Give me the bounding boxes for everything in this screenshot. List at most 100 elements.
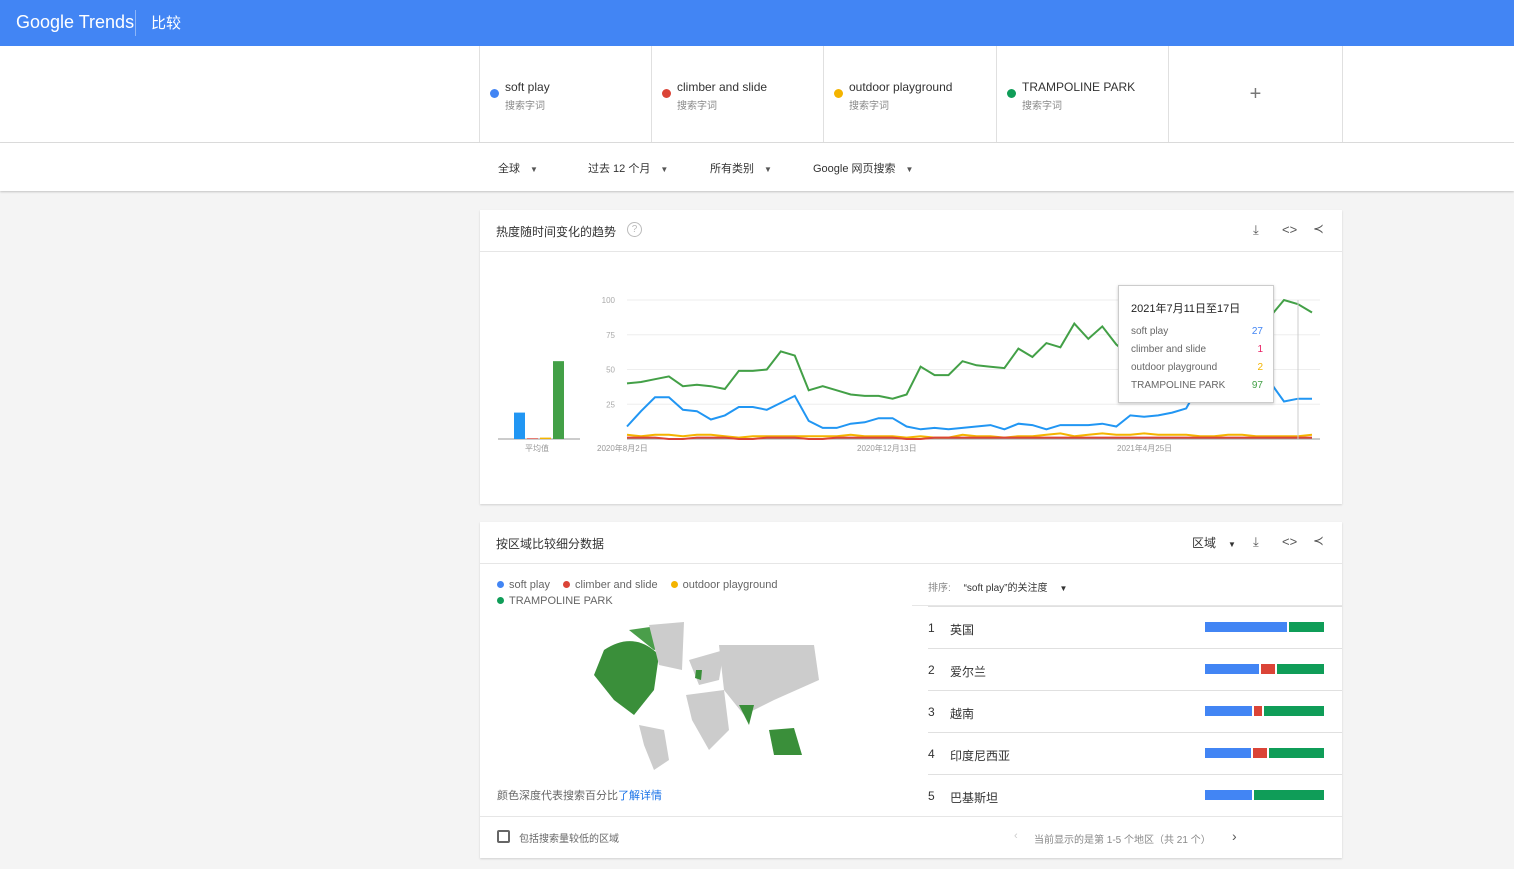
region-name: 英国 bbox=[950, 623, 975, 637]
term-type: 搜索字词 bbox=[505, 101, 545, 112]
color-dot-icon bbox=[490, 89, 499, 98]
world-map[interactable] bbox=[574, 620, 824, 770]
tooltip-term: climber and slide bbox=[1131, 344, 1207, 355]
legend-item: outdoor playground bbox=[682, 579, 778, 591]
term-soft-play[interactable]: soft play 搜索字词 bbox=[479, 46, 651, 142]
trend-card: 热度随时间变化的趋势 ? ⤓ <> ≺ 100 75 50 25 2020年8月2日 20… bbox=[480, 210, 1342, 504]
low-volume-checkbox[interactable] bbox=[497, 830, 510, 843]
legend-item: TRAMPOLINE PARK bbox=[509, 595, 613, 607]
y-tick-label: 100 bbox=[602, 296, 616, 305]
y-tick-label: 50 bbox=[606, 366, 615, 375]
sort-value: “soft play”的关注度 bbox=[963, 583, 1048, 594]
note-text: 颜色深度代表搜索百分比 bbox=[497, 790, 618, 802]
share-icon[interactable]: ≺ bbox=[1313, 533, 1324, 548]
y-tick-label: 75 bbox=[606, 331, 615, 340]
share-segment bbox=[1288, 622, 1324, 632]
share-bar bbox=[1205, 790, 1324, 800]
next-page-icon[interactable]: › bbox=[1232, 828, 1237, 844]
tooltip-value: 27 bbox=[1251, 326, 1263, 337]
rank: 5 bbox=[928, 789, 935, 803]
term-trampoline-park[interactable]: TRAMPOLINE PARK 搜索字词 bbox=[996, 46, 1168, 142]
share-segment bbox=[1205, 790, 1252, 800]
share-bar bbox=[1205, 664, 1324, 674]
region-row[interactable]: 1 英国 bbox=[928, 606, 1342, 648]
tooltip-row: climber and slide 1 bbox=[1131, 344, 1263, 355]
tooltip-term: soft play bbox=[1131, 326, 1169, 337]
region-row[interactable]: 3 越南 bbox=[928, 690, 1342, 732]
term-type: 搜索字词 bbox=[677, 101, 717, 112]
filter-label: 所有类别 bbox=[710, 163, 754, 175]
region-name: 爱尔兰 bbox=[950, 665, 987, 679]
dropdown-label: 区域 bbox=[1192, 536, 1217, 550]
region-name: 巴基斯坦 bbox=[950, 791, 999, 805]
google-trends-logo[interactable]: Google Trends bbox=[16, 12, 135, 32]
term-outdoor-playground[interactable]: outdoor playground 搜索字词 bbox=[823, 46, 995, 142]
prev-page-icon[interactable]: ‹ bbox=[1014, 830, 1018, 842]
region-row[interactable]: 2 爱尔兰 bbox=[928, 648, 1342, 690]
region-row[interactable]: 5 巴基斯坦 bbox=[928, 774, 1342, 816]
sort-dropdown[interactable]: 排序: “soft play”的关注度 ▼ bbox=[928, 579, 1067, 594]
dropdown-arrow-icon: ▼ bbox=[1059, 584, 1068, 593]
x-tick-label: 2020年12月13日 bbox=[857, 443, 917, 453]
map-note: 颜色深度代表搜索百分比了解详情 bbox=[497, 787, 662, 803]
download-icon[interactable]: ⤓ bbox=[1253, 534, 1259, 549]
share-segment bbox=[1205, 664, 1260, 674]
series-line bbox=[626, 432, 1313, 439]
average-bar bbox=[514, 412, 525, 439]
rank: 2 bbox=[928, 663, 935, 677]
color-dot-icon bbox=[497, 581, 504, 588]
dropdown-arrow-icon: ▼ bbox=[660, 165, 669, 174]
color-dot-icon bbox=[662, 89, 671, 98]
share-segment bbox=[1253, 790, 1324, 800]
filter-label: 全球 bbox=[498, 163, 520, 175]
average-bar bbox=[527, 438, 538, 439]
dropdown-arrow-icon: ▼ bbox=[530, 165, 538, 174]
map-legend: soft play climber and slide outdoor play… bbox=[497, 579, 777, 607]
dropdown-arrow-icon: ▼ bbox=[1228, 540, 1236, 549]
share-segment bbox=[1268, 748, 1324, 758]
region-name: 印度尼西亚 bbox=[950, 749, 1011, 763]
region-filter[interactable]: 全球 ▼ bbox=[498, 160, 538, 176]
share-segment bbox=[1205, 622, 1287, 632]
help-icon[interactable]: ? bbox=[627, 222, 642, 237]
dropdown-arrow-icon: ▼ bbox=[905, 165, 914, 174]
region-name: 越南 bbox=[950, 707, 975, 721]
x-tick-label: 2021年4月25日 bbox=[1117, 443, 1172, 453]
share-segment bbox=[1205, 706, 1253, 716]
term-name: climber and slide bbox=[677, 80, 768, 94]
average-bar bbox=[553, 361, 564, 439]
card-title: 热度随时间变化的趋势 bbox=[496, 225, 617, 239]
color-dot-icon bbox=[563, 581, 571, 588]
region-card: 按区域比较细分数据 区域 ▼ ⤓ <> ≺ soft play climber a… bbox=[480, 522, 1342, 858]
share-bar bbox=[1205, 706, 1324, 716]
download-icon[interactable]: ⤓ bbox=[1253, 222, 1259, 237]
filter-label: Google 网页搜索 bbox=[813, 163, 896, 175]
share-segment bbox=[1254, 706, 1263, 716]
tooltip-term: outdoor playground bbox=[1131, 362, 1218, 373]
page-title: 比较 bbox=[151, 15, 182, 32]
share-segment bbox=[1261, 664, 1275, 674]
term-type: 搜索字词 bbox=[849, 101, 889, 112]
checkbox-label: 包括搜索量较低的区域 bbox=[519, 834, 619, 845]
tooltip-value: 2 bbox=[1257, 362, 1263, 373]
divider bbox=[135, 10, 136, 36]
time-filter[interactable]: 过去 12 个月 ▼ bbox=[588, 160, 668, 176]
region-row[interactable]: 4 印度尼西亚 bbox=[928, 732, 1342, 774]
tooltip-value: 97 bbox=[1251, 380, 1263, 391]
embed-icon[interactable]: <> bbox=[1282, 222, 1298, 237]
sort-label: 排序: bbox=[928, 583, 951, 594]
embed-icon[interactable]: <> bbox=[1282, 534, 1298, 549]
rank: 1 bbox=[928, 621, 935, 635]
term-name: soft play bbox=[505, 80, 550, 94]
region-level-dropdown[interactable]: 区域 ▼ bbox=[1192, 534, 1236, 551]
learn-more-link[interactable]: 了解详情 bbox=[618, 790, 662, 802]
share-bar bbox=[1205, 748, 1324, 758]
term-climber-and-slide[interactable]: climber and slide 搜索字词 bbox=[651, 46, 823, 142]
legend-item: soft play bbox=[509, 579, 550, 591]
rank: 4 bbox=[928, 747, 935, 761]
filters-bar: 全球 ▼ 过去 12 个月 ▼ 所有类别 ▼ Google 网页搜索 ▼ bbox=[0, 143, 1514, 191]
search-type-filter[interactable]: Google 网页搜索 ▼ bbox=[813, 160, 913, 176]
share-icon[interactable]: ≺ bbox=[1313, 221, 1324, 236]
add-comparison-button[interactable]: + bbox=[1168, 46, 1343, 142]
category-filter[interactable]: 所有类别 ▼ bbox=[710, 160, 772, 176]
